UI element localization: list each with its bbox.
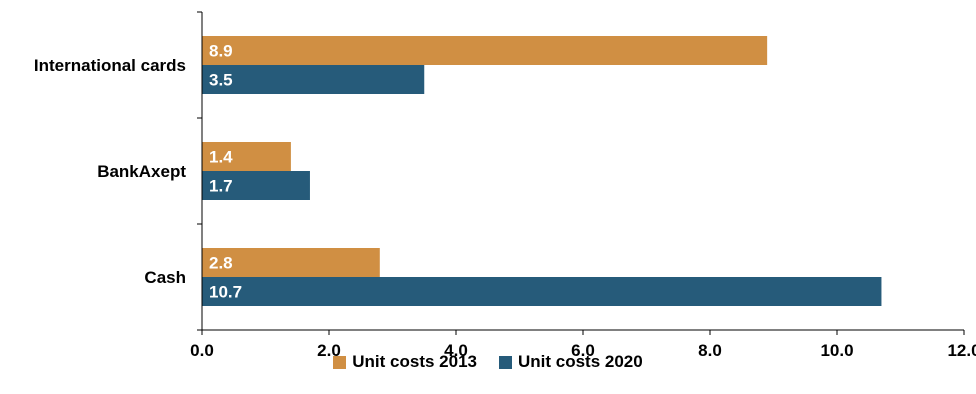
- axes-group: [197, 11, 965, 335]
- category-label: BankAxept: [97, 162, 186, 181]
- legend-label-2013: Unit costs 2013: [352, 352, 477, 371]
- legend: Unit costs 2013 Unit costs 2020: [0, 352, 976, 372]
- data-label: 1.7: [209, 177, 233, 196]
- legend-label-2020: Unit costs 2020: [518, 352, 643, 371]
- category-label: International cards: [34, 56, 186, 75]
- data-label: 10.7: [209, 283, 242, 302]
- labels-group: 8.9 3.5 International cards 1.4 1.7 BankAxept…: [34, 42, 976, 361]
- legend-item-2013: Unit costs 2013: [333, 352, 477, 372]
- bar-bankaxept-2020: [202, 171, 310, 200]
- legend-item-2020: Unit costs 2020: [499, 352, 643, 372]
- data-label: 8.9: [209, 42, 233, 61]
- x-tick-label: 6.0: [571, 341, 595, 360]
- bar-international-cards-2013: [202, 36, 768, 65]
- bars-group: [202, 36, 882, 306]
- data-label: 2.8: [209, 254, 233, 273]
- x-tick-label: 0.0: [190, 341, 214, 360]
- x-tick-label: 4.0: [444, 341, 468, 360]
- legend-swatch-2013: [333, 355, 347, 369]
- data-label: 3.5: [209, 71, 233, 90]
- x-tick-label: 2.0: [317, 341, 341, 360]
- category-label: Cash: [144, 268, 186, 287]
- data-label: 1.4: [209, 148, 233, 167]
- bar-bankaxept-2013: [202, 142, 291, 171]
- bar-cash-2020: [202, 277, 882, 306]
- x-tick-label: 12.0: [947, 341, 976, 360]
- x-tick-label: 8.0: [698, 341, 722, 360]
- bar-cash-2013: [202, 248, 380, 277]
- legend-swatch-2020: [499, 355, 512, 369]
- bar-international-cards-2020: [202, 65, 425, 94]
- x-tick-label: 10.0: [820, 341, 853, 360]
